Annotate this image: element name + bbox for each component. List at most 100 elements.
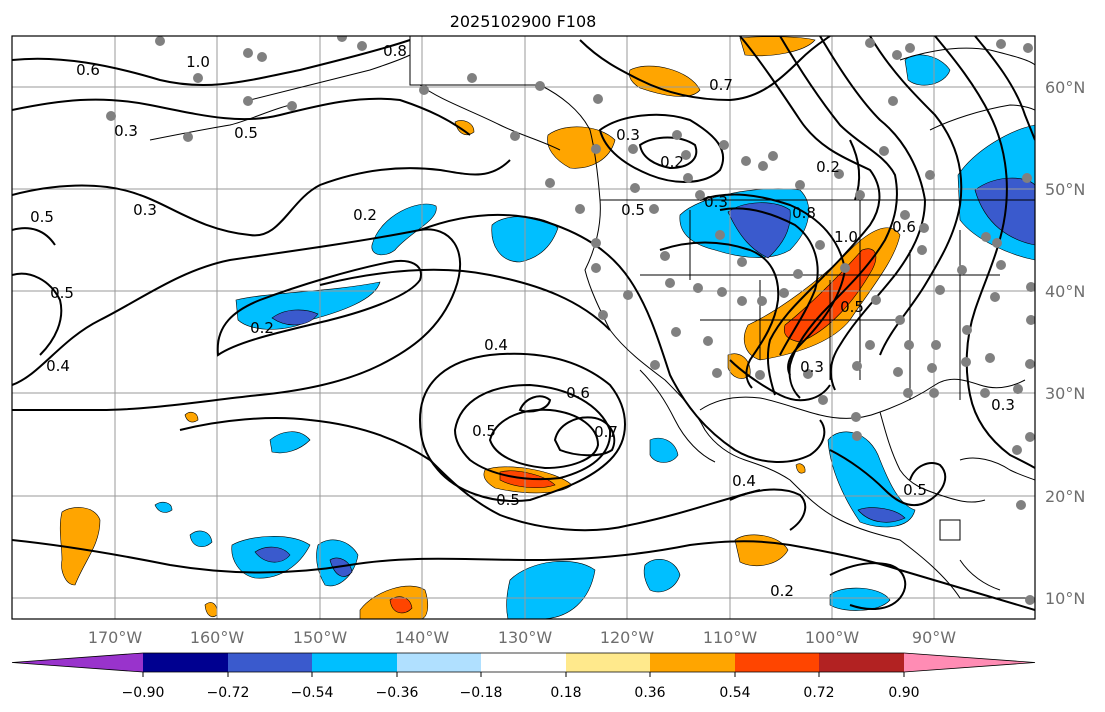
contour-label: 0.5	[621, 201, 645, 219]
lon-tick-label: 170°W	[88, 628, 143, 647]
graticule	[12, 36, 1035, 619]
colorbar-extend-min	[12, 653, 143, 672]
contour-label: 0.5	[496, 491, 520, 509]
neg-field-hawaii	[269, 431, 311, 454]
map-panel: 1.0 0.8 0.6 0.5 0.3 0.5 0.3 0.7 0.3 0.2 …	[11, 35, 1036, 620]
lat-tick-label: 40°N	[1045, 282, 1085, 301]
lon-tick-label: 90°W	[912, 628, 956, 647]
colorbar-tick-label: 0.36	[634, 685, 665, 701]
contour-label: 0.8	[383, 42, 407, 60]
contour-label: 0.7	[594, 423, 618, 441]
lat-tick-label: 50°N	[1045, 180, 1085, 199]
colorbar-tick-label: −0.36	[376, 685, 419, 701]
lon-tick-label: 110°W	[703, 628, 758, 647]
neg-field-gulf-core	[857, 507, 906, 523]
colorbar-segment	[481, 653, 566, 672]
colorbar-tick-label: −0.72	[207, 685, 250, 701]
contour-label: 0.3	[114, 122, 138, 140]
contour-label: 0.5	[234, 124, 258, 142]
contour-label: 0.7	[709, 76, 733, 94]
lon-tick-labels: 170°W 160°W 150°W 140°W 130°W 120°W 110°…	[88, 628, 956, 647]
colorbar-segment	[819, 653, 904, 672]
colorbar-segment	[397, 653, 481, 672]
pos-field-alaska	[454, 120, 475, 135]
contour-label: 0.5	[50, 284, 74, 302]
contour-label: 0.2	[250, 319, 274, 337]
lon-tick-label: 150°W	[293, 628, 348, 647]
lon-tick-label: 160°W	[190, 628, 245, 647]
lon-tick-label: 120°W	[600, 628, 655, 647]
contour-label: 0.5	[840, 298, 864, 316]
lat-tick-label: 20°N	[1045, 487, 1085, 506]
map-frame	[11, 35, 1036, 620]
colorbar-labels: −0.90 −0.72 −0.54 −0.36 −0.18 0.18 0.36 …	[122, 685, 920, 701]
lon-tick-label: 130°W	[498, 628, 553, 647]
neg-field-gulf	[827, 431, 916, 528]
figure-title: 2025102900 F108	[450, 12, 597, 31]
lat-tick-label: 60°N	[1045, 78, 1085, 97]
pos-field-far-west	[59, 507, 101, 586]
colorbar-segment	[566, 653, 650, 672]
map-background	[12, 36, 1035, 619]
lat-tick-label: 10°N	[1045, 589, 1085, 608]
pos-field-tiny-1	[184, 411, 199, 423]
contour-label: 0.4	[484, 336, 508, 354]
pos-field-tropics-core	[389, 596, 413, 614]
contour-label: 0.5	[472, 422, 496, 440]
neg-field-tropics-south	[506, 560, 596, 619]
colorbar-segment	[312, 653, 397, 672]
colorbar-segment	[735, 653, 819, 672]
contour-label: 0.4	[732, 472, 756, 490]
lat-tick-label: 30°N	[1045, 384, 1085, 403]
contour-label: 0.5	[30, 208, 54, 226]
neg-field-tropics-far	[189, 530, 213, 548]
contour-label: 0.3	[616, 126, 640, 144]
colorbar-tick-label: 0.54	[719, 685, 750, 701]
lon-tick-label: 100°W	[805, 628, 860, 647]
contour-label: 1.0	[186, 53, 210, 71]
contour-label: 0.3	[704, 193, 728, 211]
colorbar-segment	[228, 653, 312, 672]
contour-labels: 1.0 0.8 0.6 0.5 0.3 0.5 0.3 0.7 0.3 0.2 …	[30, 42, 1015, 600]
contour-label: 0.6	[76, 61, 100, 79]
neg-field-tropics-east	[643, 558, 681, 593]
contour-label: 0.2	[660, 153, 684, 171]
neg-field-south-central	[829, 587, 891, 611]
colorbar-tick-label: −0.54	[291, 685, 334, 701]
contour-label: 0.3	[133, 201, 157, 219]
neg-field-hawaii-small	[154, 501, 173, 513]
colorbar-tick-label: 0.72	[803, 685, 834, 701]
colorbar-tick-label: −0.90	[122, 685, 165, 701]
colorbar-tick-label: −0.18	[460, 685, 503, 701]
neg-field-central-pacific	[235, 281, 381, 330]
colorbar-tick-label: 0.90	[888, 685, 919, 701]
pos-field-canada	[547, 126, 616, 169]
neg-field-central-pacific-core	[271, 309, 319, 326]
neg-field-north-pacific	[371, 203, 437, 256]
contour-lines	[12, 36, 1035, 611]
colorbar-segment	[650, 653, 735, 672]
pos-field-tiny-3	[795, 463, 806, 474]
contour-label: 0.2	[816, 158, 840, 176]
colorbar-extend-max	[904, 653, 1035, 672]
contour-label: 0.6	[566, 384, 590, 402]
contour-label: 0.4	[46, 357, 70, 375]
neg-field-tropics-west-core	[254, 546, 291, 563]
lon-tick-label: 140°W	[395, 628, 450, 647]
pos-field-north	[629, 65, 701, 97]
pos-field-arctic	[739, 36, 816, 56]
station-dots	[106, 36, 1035, 605]
lat-tick-labels: 60°N 50°N 40°N 30°N 20°N 10°N	[1045, 78, 1085, 608]
contour-label: 0.3	[991, 396, 1015, 414]
contour-label: 0.2	[353, 206, 377, 224]
contour-label: 0.5	[903, 481, 927, 499]
contour-label: 1.0	[834, 228, 858, 246]
neg-field-southeast-pacific	[649, 437, 679, 463]
contour-label: 0.6	[892, 218, 916, 236]
coastlines	[149, 36, 1035, 599]
contour-label: 0.2	[770, 582, 794, 600]
colorbar	[11, 652, 1036, 677]
contour-label: 0.8	[792, 204, 816, 222]
colorbar-segment	[143, 653, 228, 672]
